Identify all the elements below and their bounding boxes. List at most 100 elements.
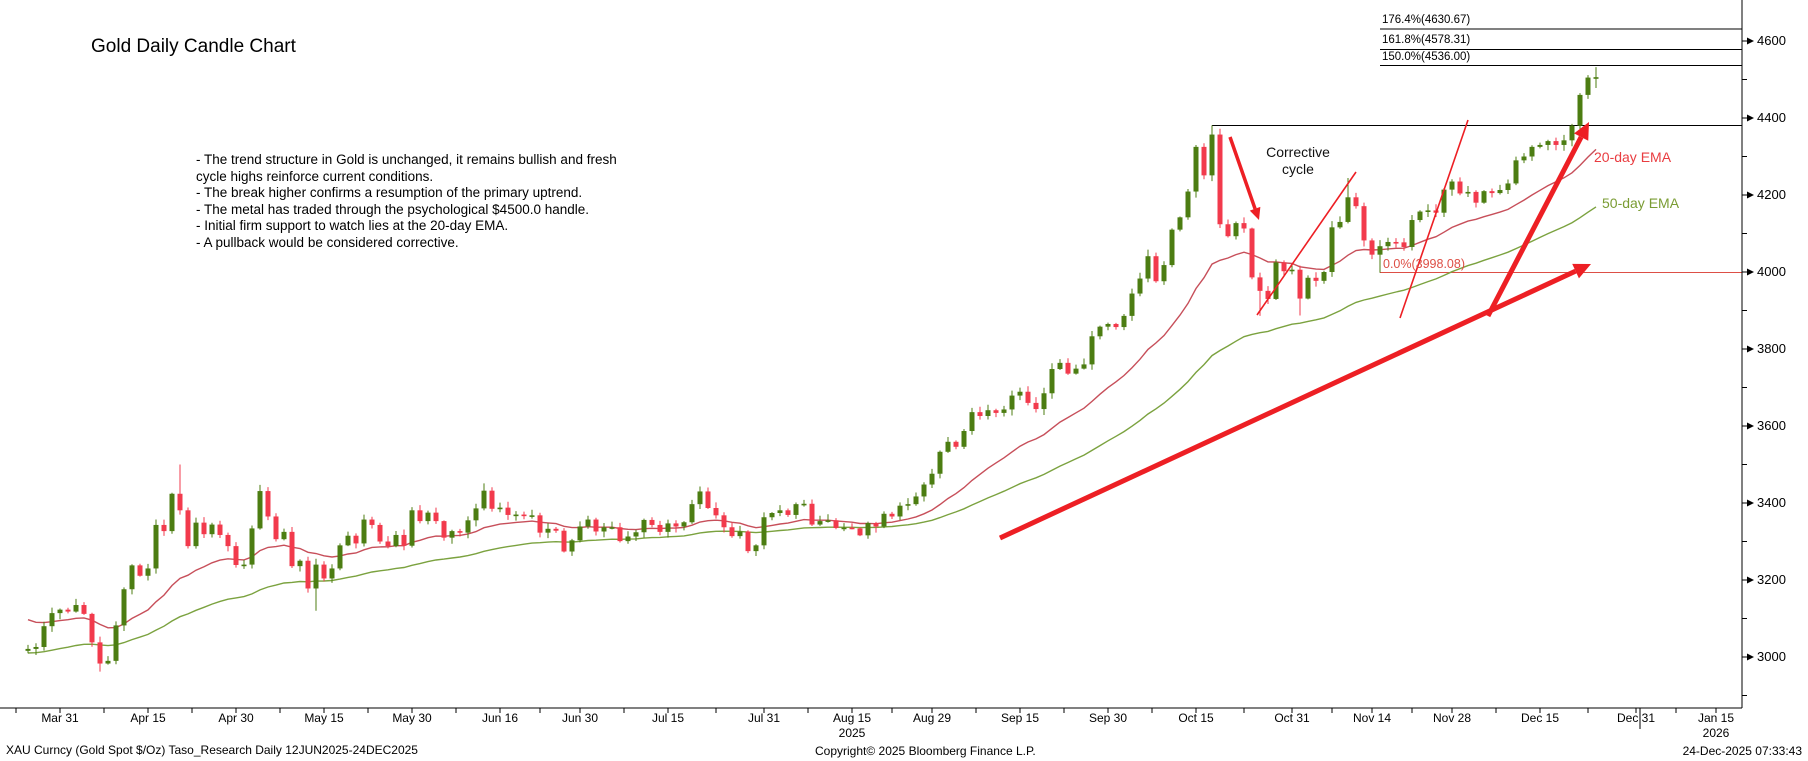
commentary-line: cycle highs reinforce current conditions…: [196, 168, 434, 184]
y-axis-label: 4000: [1757, 264, 1786, 279]
candle-body: [1353, 197, 1359, 207]
candle-body: [233, 546, 239, 565]
y-axis-label: 3200: [1757, 572, 1786, 587]
candle-body: [1385, 241, 1391, 247]
candle-body: [1361, 206, 1367, 241]
candle-body: [705, 491, 711, 509]
y-axis-label: 4200: [1757, 187, 1786, 202]
x-axis-label: Jun 30: [561, 711, 599, 725]
candle-body: [1073, 368, 1079, 374]
uptrend-arrow-head: [1572, 263, 1591, 279]
candle-body: [1401, 242, 1407, 247]
candle-body: [505, 507, 511, 515]
candle-body: [1337, 221, 1343, 228]
candle-body: [665, 523, 671, 532]
candle-body: [97, 642, 103, 664]
candle-body: [25, 648, 31, 651]
x-axis-label: Nov 28: [1432, 711, 1472, 725]
candle-body: [1009, 395, 1015, 410]
candle-body: [177, 493, 183, 511]
candle-body: [1281, 262, 1287, 272]
candle-body: [105, 660, 111, 664]
candle-body: [1185, 191, 1191, 218]
candle-body: [1369, 240, 1375, 255]
y-axis-label: 4400: [1757, 110, 1786, 125]
candle-body: [1321, 272, 1327, 281]
candle-body: [441, 521, 447, 538]
candle-body: [1161, 265, 1167, 282]
candle-body: [225, 534, 231, 547]
candle-body: [137, 565, 143, 576]
candle-body: [697, 491, 703, 505]
candle-body: [113, 625, 119, 661]
candle-body: [537, 515, 543, 533]
x-axis-label: May 15: [304, 711, 344, 725]
candle-body: [1553, 141, 1559, 145]
x-axis-label: Aug 15: [832, 711, 872, 725]
x-axis-label: Oct 15: [1178, 711, 1214, 725]
candle-body: [1209, 134, 1215, 176]
candle-body: [969, 412, 975, 432]
candle-body: [1329, 227, 1335, 272]
candle-body: [577, 526, 583, 541]
y-axis-tick-arrow: [1747, 653, 1754, 661]
candle-body: [1241, 223, 1247, 229]
corrective-cycle-label: Corrective cycle: [1246, 144, 1350, 178]
y-axis-label: 3600: [1757, 418, 1786, 433]
x-axis-label: Jan 15: [1697, 711, 1735, 725]
candle-body: [745, 531, 751, 552]
candle-body: [1313, 277, 1319, 281]
corrective-cycle-line1: Corrective: [1266, 144, 1330, 160]
y-axis-tick-arrow: [1747, 499, 1754, 507]
candle-body: [1049, 369, 1055, 394]
candle-body: [1513, 160, 1519, 184]
candle-body: [385, 541, 391, 547]
candle-body: [337, 545, 343, 569]
candle-body: [401, 534, 407, 546]
candle-body: [1033, 402, 1039, 410]
y-axis-label: 3400: [1757, 495, 1786, 510]
candle-body: [641, 519, 647, 533]
candle-body: [865, 523, 871, 536]
candle-body: [361, 519, 367, 544]
ema-50-line: [27, 206, 1597, 654]
candle-body: [609, 527, 615, 529]
candle-body: [1409, 220, 1415, 247]
candle-body: [1521, 156, 1527, 161]
candle-body: [321, 564, 327, 579]
candle-body: [1217, 134, 1223, 225]
x-axis-label: Apr 15: [130, 711, 166, 725]
fib-level-label: 161.8%(4578.31): [1382, 34, 1471, 47]
candle-body: [1449, 181, 1455, 190]
candle-body: [265, 491, 271, 517]
candle-body: [889, 513, 895, 517]
candle-body: [81, 605, 87, 614]
commentary-line: - The metal has traded through the psych…: [196, 201, 590, 217]
footer-copyright: Copyright© 2025 Bloomberg Finance L.P.: [815, 744, 1036, 758]
candle-body: [465, 520, 471, 533]
candle-body: [721, 515, 727, 528]
x-axis-label: Oct 31: [1274, 711, 1310, 725]
candle-body: [1489, 191, 1495, 194]
candle-body: [185, 510, 191, 547]
candle-body: [369, 519, 375, 525]
candle-body: [201, 522, 207, 535]
x-axis-label: Jul 15: [651, 711, 685, 725]
candle-body: [57, 609, 63, 614]
y-axis-tick-arrow: [1747, 345, 1754, 353]
commentary-line: - A pullback would be considered correct…: [196, 234, 459, 250]
candle-body: [1001, 409, 1007, 413]
candle-body: [169, 493, 175, 532]
candle-body: [257, 491, 263, 529]
chart-title: Gold Daily Candle Chart: [91, 36, 296, 57]
y-axis-tick-arrow: [1747, 268, 1754, 276]
candle-body: [817, 521, 823, 525]
candle-body: [921, 484, 927, 497]
candle-body: [281, 531, 287, 540]
candle-body: [121, 589, 127, 626]
candle-body: [1017, 391, 1023, 396]
candle-body: [1577, 94, 1583, 126]
candle-body: [569, 540, 575, 552]
x-axis-label: May 30: [392, 711, 432, 725]
